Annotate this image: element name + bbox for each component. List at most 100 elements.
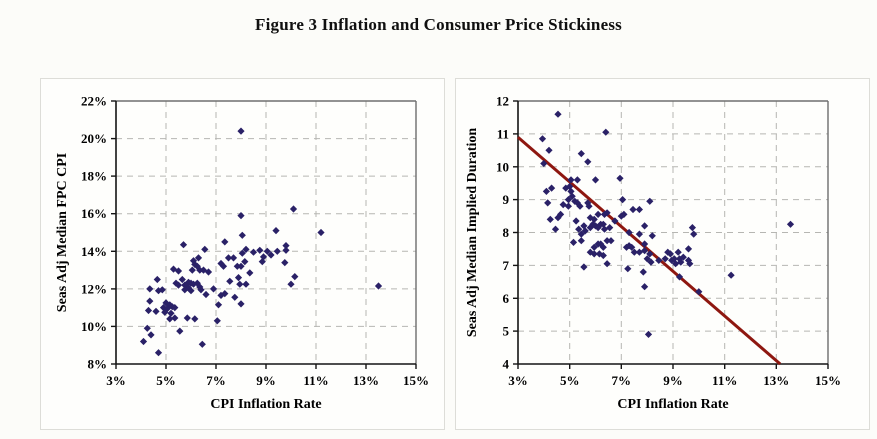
data-point	[146, 297, 154, 305]
data-point	[630, 248, 638, 256]
data-point	[256, 246, 264, 254]
data-point	[183, 314, 191, 322]
data-point	[202, 290, 210, 299]
left-chart-panel: 3% 5% 7% 9% 11% 13% 15% 8% 10% 12% 14% 16% 18% 20% 22%…	[40, 78, 445, 430]
data-point	[158, 286, 166, 294]
y-tick-label: 18%	[81, 169, 107, 184]
data-point	[178, 275, 186, 284]
data-point	[624, 265, 632, 273]
data-point	[201, 245, 209, 253]
data-point	[197, 286, 205, 294]
data-point	[577, 230, 585, 238]
data-point	[161, 308, 169, 316]
data-point	[580, 263, 588, 271]
x-tick-label: 7%	[206, 373, 226, 388]
x-tick-label: 9%	[663, 373, 683, 388]
data-point	[575, 225, 583, 233]
data-point	[171, 314, 179, 322]
data-point	[147, 331, 155, 339]
x-tick-label: 11%	[712, 373, 737, 388]
data-point	[648, 232, 656, 240]
data-point	[551, 225, 560, 233]
data-point	[154, 349, 163, 357]
data-point	[281, 259, 289, 267]
data-point	[289, 205, 298, 213]
data-point	[573, 176, 581, 184]
data-point	[641, 222, 649, 230]
data-point	[282, 242, 290, 250]
data-point	[176, 327, 184, 335]
x-tick-label: 15%	[815, 373, 841, 388]
data-point	[236, 280, 244, 288]
data-point	[599, 243, 607, 251]
data-point	[577, 237, 585, 245]
data-point	[581, 227, 589, 235]
data-point	[600, 225, 609, 233]
data-point	[590, 250, 598, 258]
data-point	[584, 199, 592, 207]
data-point	[577, 150, 585, 158]
data-point	[572, 217, 580, 225]
data-point	[576, 202, 584, 210]
data-point	[242, 280, 250, 288]
inflation-vs-fpc-cpi-plot: 3% 5% 7% 9% 11% 13% 15% 8% 10% 12% 14% 16% 18% 20% 22%…	[55, 94, 429, 413]
right-chart-panel: 3% 5% 7% 9% 11% 13% 15% 4 5 6 7 8 9 10 11 12 CPI Inflati…	[455, 78, 870, 430]
data-point	[187, 287, 195, 295]
data-point	[237, 127, 245, 135]
x-axis-title: CPI Inflation Rate	[617, 397, 728, 412]
data-point	[191, 315, 199, 323]
data-point	[233, 262, 241, 270]
data-point	[674, 248, 682, 256]
data-point	[690, 230, 698, 238]
data-point	[246, 269, 254, 277]
data-point	[635, 205, 643, 214]
y-tick-label: 6	[503, 291, 510, 306]
data-point	[219, 262, 228, 270]
data-point	[226, 277, 234, 285]
data-point	[599, 220, 607, 228]
data-point	[374, 282, 383, 290]
x-tick-label: 5%	[560, 373, 580, 388]
data-point	[317, 228, 325, 237]
data-point	[635, 230, 643, 238]
data-point	[267, 251, 275, 259]
data-point	[174, 267, 183, 275]
data-point	[569, 238, 578, 246]
data-point	[619, 196, 627, 204]
data-point	[607, 237, 615, 245]
data-point	[585, 202, 593, 210]
data-point	[204, 268, 213, 276]
x-tick-label: 3%	[106, 373, 126, 388]
data-point	[144, 306, 153, 315]
data-point	[586, 248, 594, 256]
data-point	[567, 187, 575, 195]
data-point	[727, 271, 735, 279]
data-point	[641, 240, 649, 248]
data-point	[688, 224, 696, 232]
data-point	[139, 337, 148, 346]
data-point	[602, 128, 610, 136]
data-point	[181, 286, 189, 294]
y-tick-label: 7	[503, 258, 510, 273]
data-point	[599, 251, 607, 260]
x-tick-label: 9%	[256, 373, 276, 388]
data-point	[617, 212, 625, 220]
data-point	[639, 268, 647, 276]
x-tick-label: 7%	[612, 373, 632, 388]
y-tick-label: 5	[503, 324, 510, 339]
data-point	[287, 280, 295, 288]
data-point	[224, 254, 233, 262]
data-point	[538, 135, 547, 143]
data-point	[198, 340, 206, 348]
data-point	[291, 273, 299, 281]
y-tick-label: 8%	[88, 357, 108, 372]
data-point	[249, 248, 258, 256]
data-point	[237, 262, 245, 270]
data-point	[554, 110, 562, 118]
data-point	[154, 287, 163, 295]
data-point	[263, 247, 271, 255]
data-point	[237, 212, 245, 220]
data-point	[584, 158, 592, 166]
data-point	[221, 238, 229, 246]
y-axis-title: Seas Adj Median FPC CPI	[55, 153, 70, 312]
